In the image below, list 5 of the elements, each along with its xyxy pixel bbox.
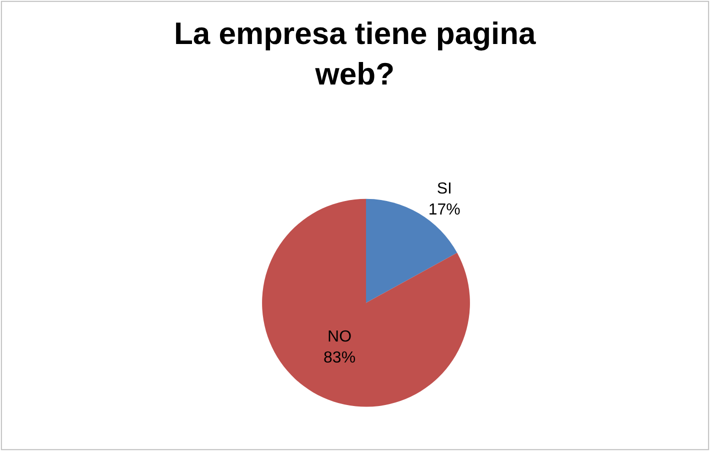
data-label: 83% <box>324 349 356 366</box>
data-label: 17% <box>428 201 460 218</box>
slice-label: SI <box>436 180 452 198</box>
slice-label: NO <box>328 328 352 346</box>
chart-title: La empresa tiene pagina web? <box>174 16 537 92</box>
